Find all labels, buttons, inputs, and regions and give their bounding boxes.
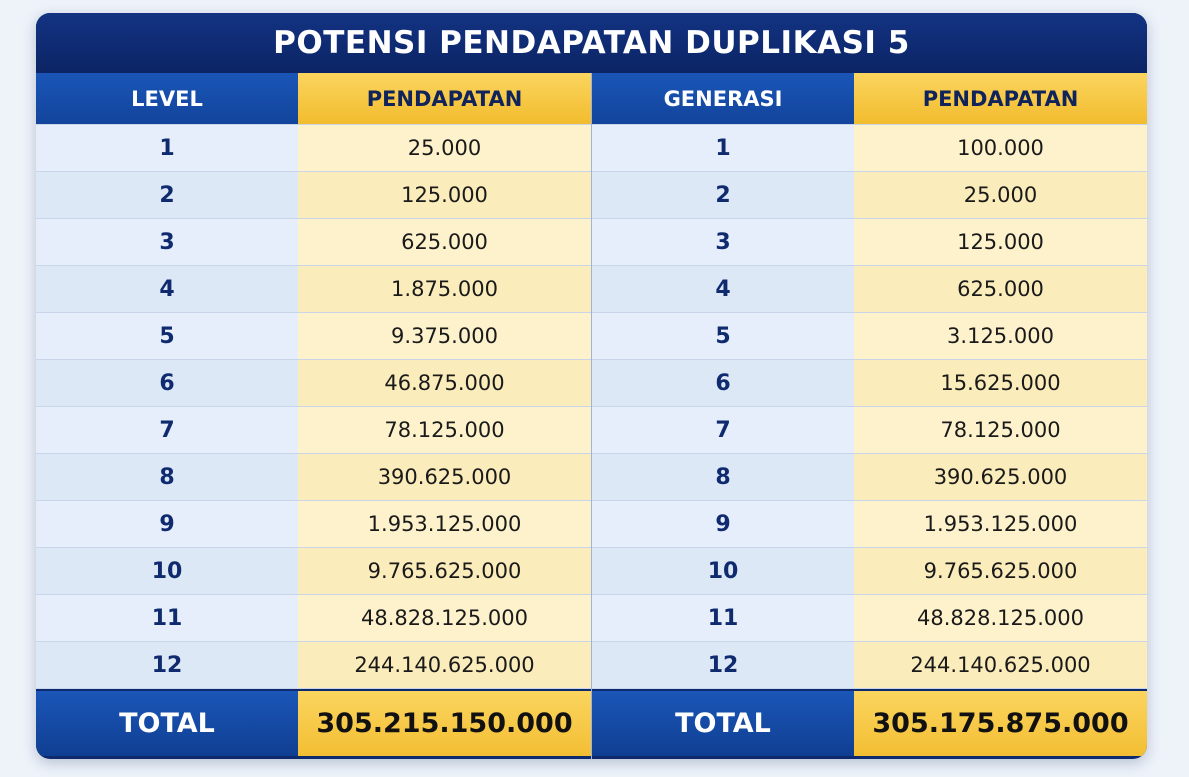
table-row: 10 9.765.625.000 (592, 548, 1147, 595)
table-row: 9 1.953.125.000 (36, 501, 591, 548)
row-number: 10 (36, 548, 298, 594)
table-row: 11 48.828.125.000 (592, 595, 1147, 642)
income-value: 9.765.625.000 (854, 548, 1147, 594)
row-number: 9 (36, 501, 298, 547)
table-row: 8 390.625.000 (36, 454, 591, 501)
total-value: 305.175.875.000 (854, 691, 1147, 756)
table-row: 7 78.125.000 (592, 407, 1147, 454)
table-row: 1 100.000 (592, 125, 1147, 172)
table-header-row: LEVEL PENDAPATAN (36, 73, 591, 125)
total-label: TOTAL (592, 691, 854, 756)
income-value: 625.000 (854, 266, 1147, 312)
table-row: 4 1.875.000 (36, 266, 591, 313)
column-header: LEVEL (36, 73, 298, 124)
row-number: 12 (36, 642, 298, 688)
page-title: POTENSI PENDAPATAN DUPLIKASI 5 (273, 25, 910, 61)
income-value: 48.828.125.000 (854, 595, 1147, 641)
row-number: 5 (592, 313, 854, 359)
income-value: 1.953.125.000 (298, 501, 591, 547)
table-row: 12 244.140.625.000 (592, 642, 1147, 689)
income-value: 244.140.625.000 (854, 642, 1147, 688)
row-number: 12 (592, 642, 854, 688)
row-number: 11 (36, 595, 298, 641)
row-number: 4 (592, 266, 854, 312)
row-number: 4 (36, 266, 298, 312)
table-row: 6 15.625.000 (592, 360, 1147, 407)
table-row: 3 625.000 (36, 219, 591, 266)
income-value: 1.953.125.000 (854, 501, 1147, 547)
total-row: TOTAL 305.215.150.000 (36, 689, 591, 756)
income-value: 125.000 (854, 219, 1147, 265)
income-value: 125.000 (298, 172, 591, 218)
income-value: 100.000 (854, 125, 1147, 171)
row-number: 11 (592, 595, 854, 641)
income-value: 625.000 (298, 219, 591, 265)
row-number: 7 (36, 407, 298, 453)
column-header: PENDAPATAN (854, 73, 1147, 124)
level-table: LEVEL PENDAPATAN 1 25.000 2 125.000 3 625.000 4 1… (36, 73, 591, 759)
table-row: 12 244.140.625.000 (36, 642, 591, 689)
table-header-row: GENERASI PENDAPATAN (592, 73, 1147, 125)
row-number: 10 (592, 548, 854, 594)
row-number: 3 (36, 219, 298, 265)
row-number: 8 (592, 454, 854, 500)
table-row: 5 9.375.000 (36, 313, 591, 360)
title-bar: POTENSI PENDAPATAN DUPLIKASI 5 (36, 13, 1147, 73)
row-number: 1 (36, 125, 298, 171)
table-row: 4 625.000 (592, 266, 1147, 313)
table-row: 2 125.000 (36, 172, 591, 219)
income-value: 3.125.000 (854, 313, 1147, 359)
row-number: 5 (36, 313, 298, 359)
table-row: 8 390.625.000 (592, 454, 1147, 501)
income-value: 48.828.125.000 (298, 595, 591, 641)
income-value: 15.625.000 (854, 360, 1147, 406)
income-table-card: POTENSI PENDAPATAN DUPLIKASI 5 LEVEL PEND… (36, 13, 1147, 759)
generation-table: GENERASI PENDAPATAN 1 100.000 2 25.000 3 125.00… (591, 73, 1147, 759)
table-row: 2 25.000 (592, 172, 1147, 219)
income-value: 390.625.000 (854, 454, 1147, 500)
table-row: 11 48.828.125.000 (36, 595, 591, 642)
income-value: 78.125.000 (854, 407, 1147, 453)
income-value: 390.625.000 (298, 454, 591, 500)
table-row: 6 46.875.000 (36, 360, 591, 407)
table-row: 1 25.000 (36, 125, 591, 172)
row-number: 7 (592, 407, 854, 453)
income-value: 244.140.625.000 (298, 642, 591, 688)
column-header: GENERASI (592, 73, 854, 124)
income-value: 1.875.000 (298, 266, 591, 312)
table-row: 10 9.765.625.000 (36, 548, 591, 595)
income-value: 78.125.000 (298, 407, 591, 453)
row-number: 2 (36, 172, 298, 218)
row-number: 3 (592, 219, 854, 265)
row-number: 2 (592, 172, 854, 218)
row-number: 9 (592, 501, 854, 547)
income-value: 25.000 (298, 125, 591, 171)
total-value: 305.215.150.000 (298, 691, 591, 756)
tables-container: LEVEL PENDAPATAN 1 25.000 2 125.000 3 625.000 4 1… (36, 73, 1147, 759)
row-number: 6 (592, 360, 854, 406)
column-header: PENDAPATAN (298, 73, 591, 124)
table-row: 5 3.125.000 (592, 313, 1147, 360)
total-label: TOTAL (36, 691, 298, 756)
row-number: 1 (592, 125, 854, 171)
income-value: 9.375.000 (298, 313, 591, 359)
income-value: 25.000 (854, 172, 1147, 218)
row-number: 8 (36, 454, 298, 500)
income-value: 46.875.000 (298, 360, 591, 406)
row-number: 6 (36, 360, 298, 406)
total-row: TOTAL 305.175.875.000 (592, 689, 1147, 756)
table-row: 7 78.125.000 (36, 407, 591, 454)
income-value: 9.765.625.000 (298, 548, 591, 594)
table-row: 9 1.953.125.000 (592, 501, 1147, 548)
table-row: 3 125.000 (592, 219, 1147, 266)
